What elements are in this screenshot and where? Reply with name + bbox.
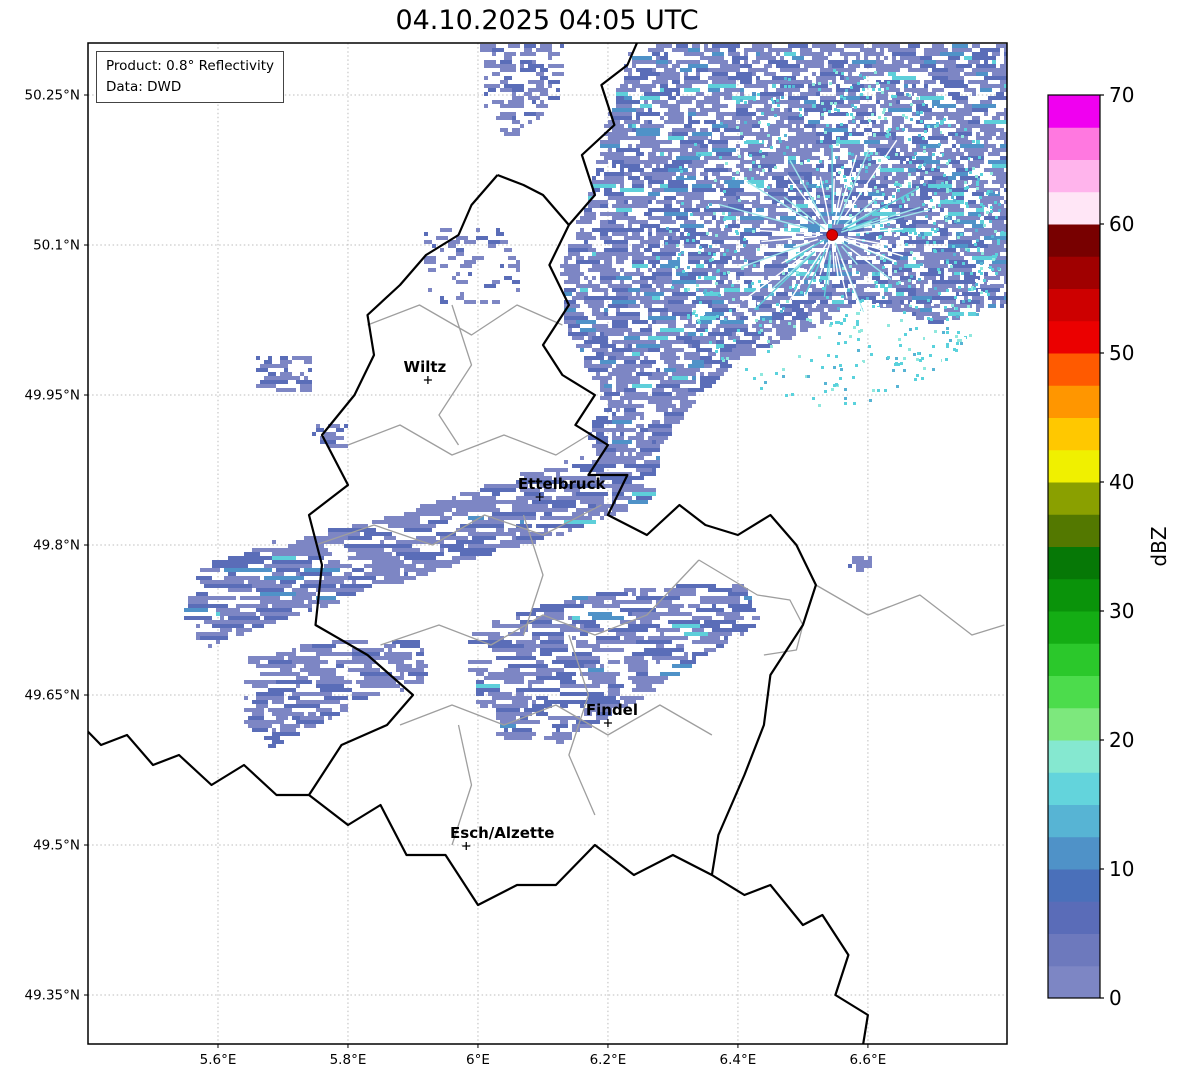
city-label: Esch/Alzette xyxy=(450,824,554,842)
colorbar-tick-label: 70 xyxy=(1109,83,1134,107)
y-tick-label: 50.1°N xyxy=(33,238,80,254)
y-tick-label: 49.8°N xyxy=(33,538,80,554)
x-tick-label: 6.4°E xyxy=(720,1052,757,1068)
x-tick-label: 6.2°E xyxy=(590,1052,627,1068)
country-borders xyxy=(88,43,869,1044)
city-markers: Wiltz Ettelbruck Findel Esch/Alzette xyxy=(404,358,638,850)
colorbar-axis-label: dBZ xyxy=(1147,526,1171,566)
data-source-label: Data: DWD xyxy=(106,78,182,95)
y-tick-label: 49.65°N xyxy=(25,688,81,704)
radar-site-dot xyxy=(826,229,839,241)
clutter-spoke-lines xyxy=(718,139,931,330)
plot-layers xyxy=(88,43,1007,1044)
admin-borders xyxy=(315,304,1005,846)
y-tick-label: 49.5°N xyxy=(33,838,80,854)
city-marker xyxy=(462,842,471,850)
product-info-box: Product: 0.8° Reflectivity Data: DWD xyxy=(96,51,284,103)
colorbar-tick-label: 20 xyxy=(1109,728,1134,752)
city-label: Findel xyxy=(586,701,638,719)
x-tick-label: 6°E xyxy=(466,1052,490,1068)
colorbar-tick-label: 50 xyxy=(1109,341,1134,365)
y-tick-label: 49.95°N xyxy=(25,388,81,404)
product-label: Product: 0.8° Reflectivity xyxy=(106,58,274,74)
figure-title: 04.10.2025 04:05 UTC xyxy=(395,5,699,36)
city-label: Wiltz xyxy=(404,358,447,376)
city-label: Ettelbruck xyxy=(518,475,607,493)
x-tick-label: 5.6°E xyxy=(200,1052,237,1068)
axis-labels: 5.6°E 5.8°E 6°E 6.2°E 6.4°E 6.6°E 50.25°N 50.1°… xyxy=(25,88,887,1069)
x-tick-label: 5.8°E xyxy=(330,1052,367,1068)
y-tick-label: 49.35°N xyxy=(25,988,81,1004)
city-marker xyxy=(535,493,544,501)
colorbar-tick-label: 60 xyxy=(1109,212,1134,236)
city-marker xyxy=(603,719,612,727)
colorbar-tick-label: 30 xyxy=(1109,599,1134,623)
city-marker xyxy=(423,376,432,384)
colorbar-frame xyxy=(1047,94,1101,999)
y-tick-label: 50.25°N xyxy=(25,88,81,104)
colorbar: 0 10 20 30 40 50 60 70 dBZ xyxy=(1047,83,1171,1010)
colorbar-tick-label: 10 xyxy=(1109,857,1134,881)
x-tick-label: 6.6°E xyxy=(850,1052,887,1068)
plot-frame xyxy=(87,42,1008,1045)
colorbar-tick-label: 40 xyxy=(1109,470,1134,494)
colorbar-tick-label: 0 xyxy=(1109,986,1122,1010)
